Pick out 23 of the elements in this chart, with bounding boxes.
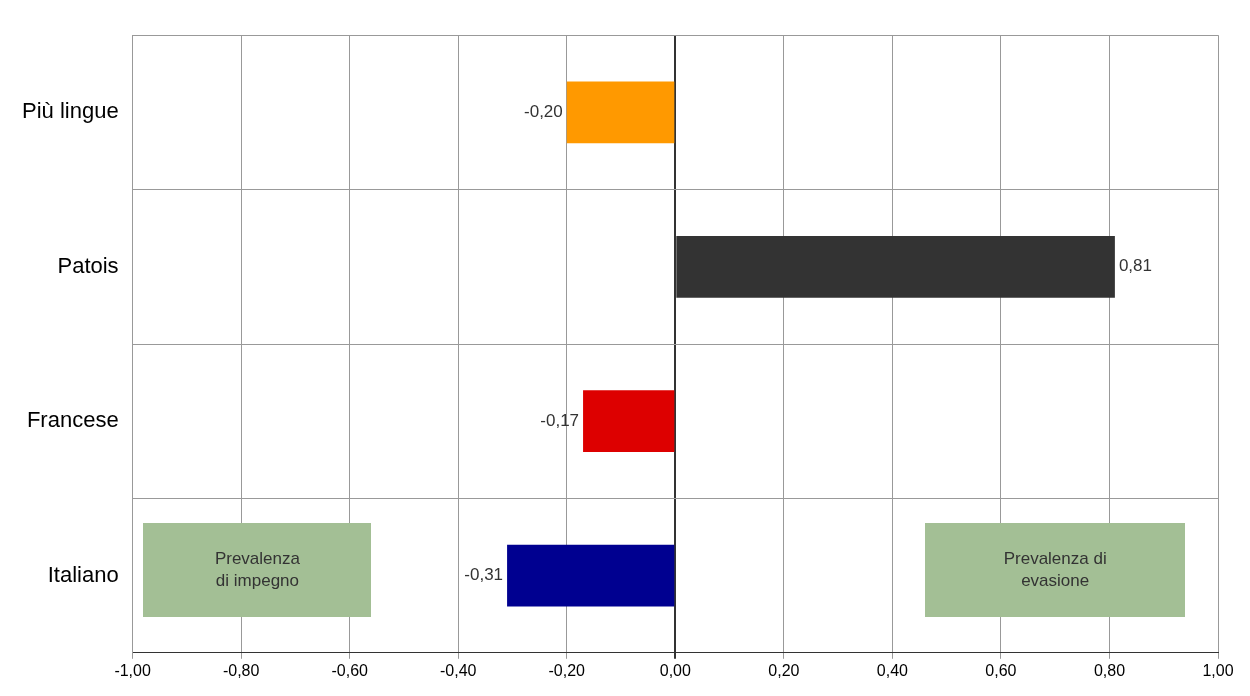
- x-tick-label: 0,40: [876, 661, 909, 679]
- y-tick-label: Francese: [26, 407, 119, 433]
- x-tick-label: -0,60: [331, 661, 369, 679]
- y-tick-label: Patois: [57, 252, 119, 278]
- y-tick-label: Italiano: [47, 561, 119, 587]
- annotation: Prevalenza di evasione: [1002, 547, 1108, 592]
- y-tick-label: Più lingue: [21, 98, 119, 124]
- x-tick-label: 0,20: [768, 661, 800, 679]
- x-tick-label: -0,40: [440, 661, 477, 679]
- data-label: -0,17: [540, 410, 580, 430]
- annotation: Prevalenza di impegno: [213, 547, 301, 592]
- x-tick-label: -0,20: [548, 661, 586, 679]
- x-tick-label: -1,00: [114, 661, 151, 679]
- note-box: Prevalenza di evasione: [924, 522, 1186, 617]
- x-tick-label: 1,00: [1202, 661, 1234, 679]
- x-tick-label: 0,80: [1093, 661, 1126, 679]
- x-tick-label: -0,80: [222, 661, 260, 679]
- x-tick-label: 0,00: [659, 661, 691, 679]
- note-box: Prevalenza di impegno: [143, 522, 372, 617]
- data-label: 0,81: [1118, 256, 1152, 276]
- data-label: -0,20: [524, 102, 563, 122]
- x-tick-label: 0,60: [985, 661, 1017, 679]
- data-label: -0,31: [464, 565, 504, 585]
